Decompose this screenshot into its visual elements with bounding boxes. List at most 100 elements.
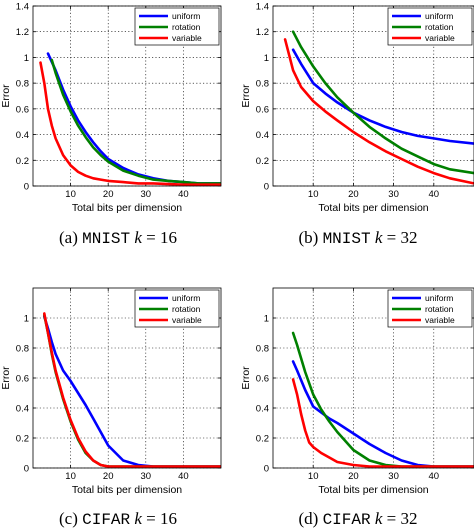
series-line-uniform	[291, 48, 474, 145]
chart-panel-0: 10 20 30 40 0 0.2 0.4 0.6 0.8 1 1.2 1.4 uniformrotat…	[0, 2, 222, 248]
y-tick-label: 0.4	[256, 130, 269, 141]
x-tick-label: 30	[141, 189, 152, 200]
x-tick-label: 10	[308, 189, 319, 200]
x-tick-label: 10	[65, 471, 76, 482]
series-group	[39, 52, 221, 186]
caption-dataset: CIFAR	[323, 511, 371, 528]
y-axis-label: Error	[240, 84, 252, 108]
caption-dataset: CIFAR	[82, 511, 130, 528]
y-tick-label: 0.8	[256, 344, 269, 355]
legend-label-uniform: uniform	[172, 11, 200, 21]
y-tick-label: 0.2	[256, 434, 269, 445]
y-tick-label: 0.8	[16, 344, 29, 355]
y-tick-label: 0.4	[256, 404, 269, 415]
legend-label-rotation: rotation	[172, 22, 201, 32]
y-tick-label: 0	[264, 182, 269, 193]
y-tick-label: 1	[24, 314, 29, 325]
caption-variable: k	[134, 509, 142, 528]
series-line-variable	[291, 378, 474, 468]
caption-variable: k	[134, 228, 142, 247]
series-line-variable	[42, 312, 221, 468]
subfigure-caption: (c) CIFAR k = 16	[59, 509, 177, 528]
x-tick-label: 30	[141, 471, 152, 482]
caption-dataset: MNIST	[82, 230, 130, 248]
y-tick-label: 0	[24, 464, 29, 475]
chart-panel-1: 10 20 30 40 0 0.2 0.4 0.6 0.8 1 1.2 1.4 uniformrotat…	[240, 2, 474, 248]
legend-label-variable: variable	[172, 315, 202, 325]
caption-prefix: (b)	[299, 228, 323, 247]
caption-value: = 16	[142, 228, 177, 247]
y-tick-label: 0.2	[16, 156, 29, 167]
y-axis-label: Error	[240, 366, 252, 390]
y-axis-label: Error	[0, 84, 12, 108]
subfigure-caption: (a) MNIST k = 16	[59, 228, 177, 248]
axes-frame	[272, 5, 474, 187]
y-tick-label: 1.2	[16, 27, 29, 38]
subfigure-caption: (d) CIFAR k = 32	[299, 509, 418, 528]
y-tick-label: 0	[24, 182, 29, 193]
legend-label-uniform: uniform	[425, 11, 453, 21]
x-axis-label: Total bits per dimension	[72, 484, 182, 496]
y-axis-label: Error	[0, 366, 12, 390]
axes-frame	[32, 5, 222, 187]
chart-panel-3: 10 20 30 40 0 0.2 0.4 0.6 0.8 1 uniformrotationvar…	[240, 287, 474, 528]
y-tick-label: 0.4	[16, 404, 29, 415]
caption-prefix: (a)	[59, 228, 82, 247]
caption-value: = 32	[382, 228, 417, 247]
legend-label-uniform: uniform	[172, 293, 200, 303]
caption-variable: k	[375, 228, 383, 247]
x-tick-label: 20	[348, 189, 359, 200]
caption-value: = 32	[382, 509, 417, 528]
series-line-rotation	[50, 58, 221, 185]
x-tick-label: 10	[65, 189, 76, 200]
series-group	[42, 312, 221, 468]
x-tick-label: 20	[348, 471, 359, 482]
x-axis-label: Total bits per dimension	[318, 202, 428, 214]
series-line-rotation	[291, 30, 474, 175]
caption-prefix: (c)	[59, 509, 82, 528]
y-tick-label: 1	[264, 314, 269, 325]
legend-label-variable: variable	[425, 315, 455, 325]
y-tick-label: 1	[24, 53, 29, 64]
legend-label-rotation: rotation	[425, 22, 454, 32]
y-tick-label: 0.2	[256, 156, 269, 167]
y-tick-label: 0.6	[16, 104, 29, 115]
legend-label-rotation: rotation	[172, 304, 201, 314]
series-group	[291, 331, 474, 468]
series-line-variable	[283, 38, 474, 185]
axes-frame	[32, 287, 222, 469]
y-tick-label: 0.2	[16, 434, 29, 445]
y-tick-label: 1.4	[16, 2, 29, 13]
y-tick-label: 0.8	[16, 79, 29, 90]
x-axis-label: Total bits per dimension	[72, 202, 182, 214]
axes-frame	[272, 287, 474, 469]
caption-prefix: (d)	[299, 509, 323, 528]
x-tick-label: 30	[388, 471, 399, 482]
y-tick-label: 0	[264, 464, 269, 475]
y-tick-label: 0.6	[16, 374, 29, 385]
x-tick-label: 10	[308, 471, 319, 482]
x-tick-label: 20	[103, 189, 114, 200]
x-tick-label: 20	[103, 471, 114, 482]
y-tick-label: 0.8	[256, 79, 269, 90]
y-tick-label: 0.4	[16, 130, 29, 141]
legend-label-rotation: rotation	[425, 304, 454, 314]
y-tick-label: 1.2	[256, 27, 269, 38]
legend-label-uniform: uniform	[425, 293, 453, 303]
y-tick-label: 0.6	[256, 104, 269, 115]
series-group	[283, 30, 474, 185]
caption-dataset: MNIST	[323, 230, 371, 248]
x-axis-label: Total bits per dimension	[318, 484, 428, 496]
chart-panel-2: 10 20 30 40 0 0.2 0.4 0.6 0.8 1 uniformrotationvar…	[0, 287, 222, 528]
y-tick-label: 1.4	[256, 2, 269, 13]
caption-value: = 16	[142, 509, 177, 528]
series-line-variable	[39, 61, 221, 186]
legend-label-variable: variable	[425, 33, 455, 43]
x-tick-label: 40	[429, 189, 440, 200]
x-tick-label: 40	[178, 189, 189, 200]
subfigure-caption: (b) MNIST k = 32	[299, 228, 418, 248]
